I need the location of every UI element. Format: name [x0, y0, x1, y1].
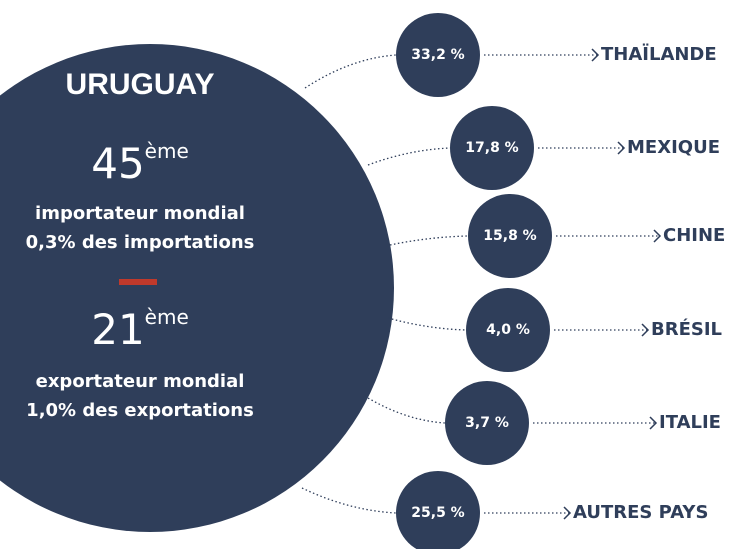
arrow-head	[617, 141, 626, 155]
partner-circle	[396, 13, 480, 97]
partner-country: AUTRES PAYS	[573, 502, 708, 523]
import-line2: 0,3% des importations	[26, 232, 255, 253]
export-line2: 1,0% des exportations	[26, 400, 254, 421]
partner-share: 25,5 %	[411, 505, 464, 521]
import-line1: importateur mondial	[35, 203, 245, 224]
import-rank: 45ème	[91, 139, 189, 188]
partner-circle	[450, 106, 534, 190]
arrow-head	[641, 323, 650, 337]
partner-circle	[466, 288, 550, 372]
export-line1: exportateur mondial	[36, 371, 245, 392]
partner-country: BRÉSIL	[651, 318, 722, 340]
connector	[304, 54, 397, 89]
partner-share: 33,2 %	[411, 47, 464, 63]
partner-country: CHINE	[663, 225, 725, 246]
partner-country: THAÏLANDE	[601, 43, 717, 65]
connector	[301, 487, 397, 514]
country-title: URUGUAY	[66, 68, 215, 101]
connector	[387, 317, 467, 331]
arrow-head	[591, 48, 600, 62]
partner-country: ITALIE	[659, 412, 721, 433]
partners: 33,2 % THAÏLANDE 17,8 % MEXIQUE 15,8 % CHINE 4…	[301, 13, 725, 549]
connector	[367, 147, 451, 166]
connector	[367, 397, 446, 424]
arrow-head	[649, 416, 658, 430]
export-rank: 21ème	[91, 305, 189, 354]
partner-share: 3,7 %	[465, 415, 509, 431]
partner-circle	[468, 194, 552, 278]
partner-share: 4,0 %	[486, 322, 530, 338]
arrow-head	[653, 229, 662, 243]
partner-share: 17,8 %	[465, 140, 518, 156]
partner-country: MEXIQUE	[627, 137, 720, 158]
partner-circle	[396, 471, 480, 549]
connector	[389, 235, 469, 246]
partner-share: 15,8 %	[483, 228, 536, 244]
separator	[119, 279, 157, 285]
main-circle	[0, 44, 394, 532]
partner-circle	[445, 381, 529, 465]
arrow-head	[563, 506, 572, 520]
